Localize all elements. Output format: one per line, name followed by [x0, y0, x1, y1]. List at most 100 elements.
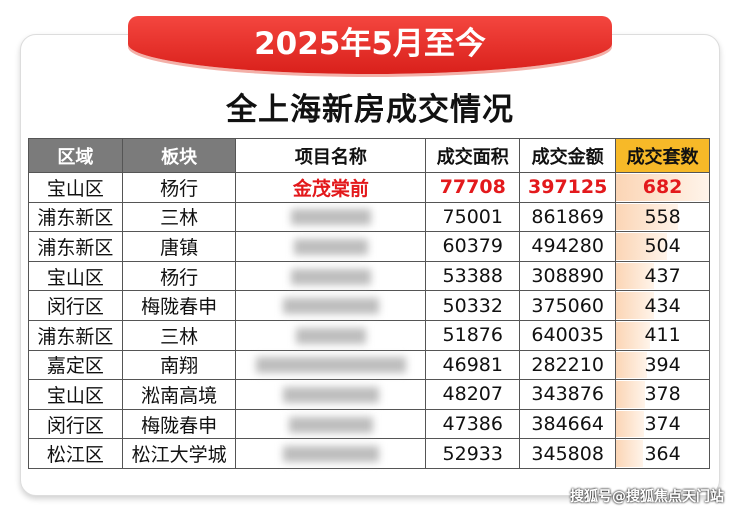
- units-bar: [616, 203, 679, 231]
- amount-cell: 345808: [519, 438, 617, 469]
- area-sqm-cell: 77708: [425, 172, 521, 203]
- units-value: 434: [644, 294, 681, 317]
- table-row: 宝山区 杨行 金茂棠前 77708 397125 682: [28, 172, 710, 203]
- units-cell: 558: [615, 201, 710, 233]
- area-sqm-cell: 47386: [425, 408, 521, 440]
- amount-cell: 375060: [519, 290, 617, 321]
- units-cell: 437: [615, 260, 710, 292]
- project-cell: [235, 260, 427, 292]
- area-sqm-cell: 50332: [425, 290, 521, 321]
- area-sqm-cell: 46981: [425, 349, 521, 381]
- units-bar: [616, 233, 667, 260]
- table-row: 宝山区 杨行 53388 308890 437: [28, 260, 710, 292]
- units-cell: 378: [615, 379, 710, 410]
- units-value: 411: [644, 324, 681, 347]
- amount-cell: 308890: [519, 260, 617, 292]
- units-bar: [616, 351, 648, 379]
- date-banner: 2025年5月至今: [128, 16, 612, 74]
- column-header: 区域: [28, 138, 123, 173]
- units-bar: [616, 410, 645, 438]
- project-cell: [235, 319, 427, 351]
- area-cell: 松江大学城: [121, 438, 237, 469]
- blurred-project-name: [282, 446, 379, 463]
- district-cell: 闵行区: [28, 290, 123, 321]
- blurred-project-name: [293, 238, 368, 255]
- units-cell: 364: [615, 438, 710, 469]
- blurred-project-name: [290, 268, 371, 285]
- units-value: 374: [644, 413, 681, 436]
- units-value: 378: [644, 383, 681, 406]
- area-sqm-cell: 51876: [425, 319, 521, 351]
- district-cell: 宝山区: [28, 172, 123, 203]
- table-row: 浦东新区 三林 51876 640035 411: [28, 319, 710, 351]
- project-cell: [235, 379, 427, 410]
- area-sqm-cell: 52933: [425, 438, 521, 469]
- amount-cell: 640035: [519, 319, 617, 351]
- table-row: 浦东新区 唐镇 60379 494280 504: [28, 231, 710, 262]
- project-cell: [235, 408, 427, 440]
- area-cell: 梅陇春申: [121, 408, 237, 440]
- area-sqm-cell: 48207: [425, 379, 521, 410]
- area-cell: 杨行: [121, 172, 237, 203]
- amount-cell: 282210: [519, 349, 617, 381]
- blurred-project-name: [295, 327, 366, 344]
- area-cell: 淞南高境: [121, 379, 237, 410]
- blurred-project-name: [290, 209, 371, 226]
- project-cell: [235, 201, 427, 233]
- area-cell: 杨行: [121, 260, 237, 292]
- column-header: 项目名称: [235, 138, 427, 173]
- table-row: 嘉定区 南翔 46981 282210 394: [28, 349, 710, 381]
- district-cell: 松江区: [28, 438, 123, 469]
- area-cell: 唐镇: [121, 231, 237, 262]
- area-cell: 梅陇春申: [121, 290, 237, 321]
- units-bar: [616, 262, 655, 290]
- district-cell: 嘉定区: [28, 349, 123, 381]
- table-row: 闵行区 梅陇春申 50332 375060 434: [28, 290, 710, 321]
- project-cell: [235, 349, 427, 381]
- blurred-project-name: [288, 416, 373, 433]
- table-row: 松江区 松江大学城 52933 345808 364: [28, 438, 710, 469]
- units-bar: [616, 174, 709, 201]
- units-value: 437: [644, 265, 681, 288]
- units-value: 364: [644, 442, 681, 465]
- blurred-project-name: [255, 357, 406, 374]
- units-cell: 411: [615, 319, 710, 351]
- units-cell: 682: [615, 172, 710, 203]
- units-cell: 504: [615, 231, 710, 262]
- project-cell: 金茂棠前: [235, 172, 427, 203]
- amount-cell: 861869: [519, 201, 617, 233]
- amount-cell: 343876: [519, 379, 617, 410]
- area-cell: 南翔: [121, 349, 237, 381]
- column-header: 成交面积: [425, 138, 521, 173]
- table-row: 浦东新区 三林 75001 861869 558: [28, 201, 710, 233]
- amount-cell: 494280: [519, 231, 617, 262]
- blurred-project-name: [282, 298, 379, 315]
- units-value: 394: [644, 353, 681, 376]
- units-bar: [616, 292, 654, 319]
- amount-cell: 397125: [519, 172, 617, 203]
- units-cell: 374: [615, 408, 710, 440]
- district-cell: 闵行区: [28, 408, 123, 440]
- units-value: 558: [644, 205, 681, 228]
- district-cell: 宝山区: [28, 379, 123, 410]
- blurred-project-name: [282, 386, 379, 403]
- units-bar: [616, 321, 650, 349]
- units-bar: [616, 381, 645, 408]
- district-cell: 浦东新区: [28, 231, 123, 262]
- column-header: 成交套数: [615, 138, 710, 173]
- units-value: 504: [644, 235, 681, 258]
- units-cell: 434: [615, 290, 710, 321]
- units-value: 682: [642, 176, 683, 199]
- sales-table: 区域 板块 项目名称 成交面积 成交金额 成交套数 宝山区 杨行 金茂棠前 77708 39712…: [28, 138, 710, 469]
- area-cell: 三林: [121, 319, 237, 351]
- district-cell: 宝山区: [28, 260, 123, 292]
- project-cell: [235, 231, 427, 262]
- area-cell: 三林: [121, 201, 237, 233]
- area-sqm-cell: 75001: [425, 201, 521, 233]
- units-cell: 394: [615, 349, 710, 381]
- units-bar: [616, 440, 643, 467]
- area-sqm-cell: 53388: [425, 260, 521, 292]
- project-cell: [235, 438, 427, 469]
- table-row: 闵行区 梅陇春申 47386 384664 374: [28, 408, 710, 440]
- project-cell: [235, 290, 427, 321]
